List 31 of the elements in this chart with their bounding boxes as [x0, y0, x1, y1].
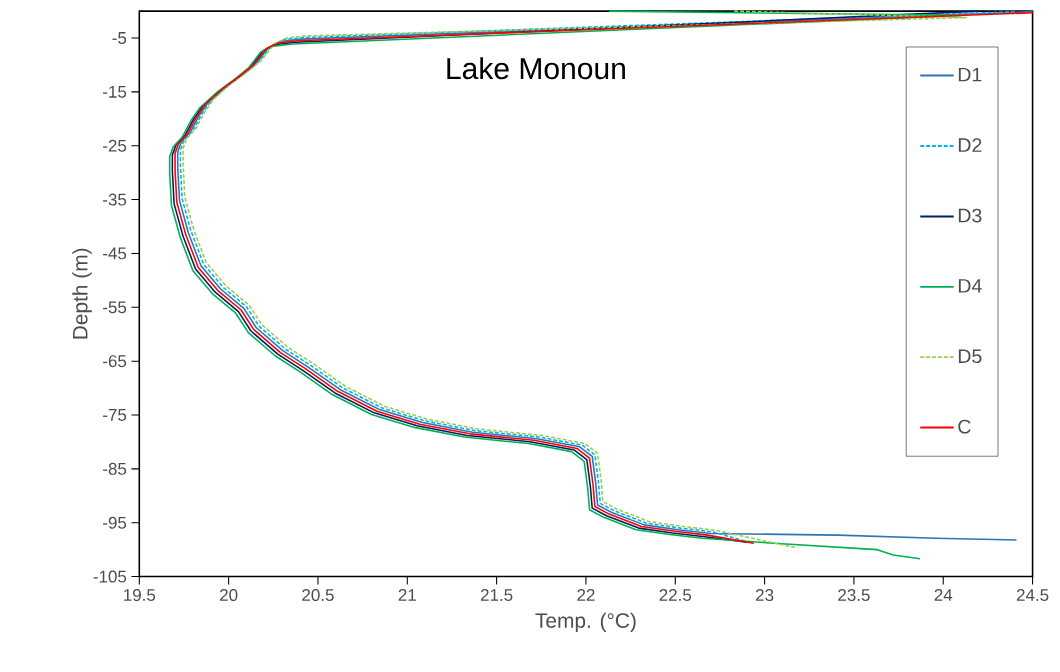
- y-tick-label: -15: [103, 86, 127, 98]
- x-tick-label: 20: [220, 589, 238, 602]
- x-tick-label: 21.5: [480, 589, 513, 602]
- legend-label: D3: [958, 208, 982, 223]
- x-tick-label: 23: [756, 589, 774, 602]
- y-tick-label: -75: [103, 409, 127, 421]
- x-tick-label: 24.5: [1016, 589, 1049, 602]
- x-tick-label: 23.5: [838, 589, 870, 602]
- x-tick-label: 20.5: [302, 589, 334, 602]
- y-tick-label: -55: [103, 301, 127, 314]
- x-tick-label: 22: [577, 589, 595, 601]
- y-tick-label: -65: [103, 355, 127, 368]
- legend-label: D1: [958, 67, 982, 82]
- x-tick-label: 19.5: [124, 589, 156, 602]
- y-tick-label: -35: [103, 193, 127, 206]
- x-axis-title: Temp. (°C): [535, 612, 636, 633]
- legend-label: D2: [958, 138, 982, 152]
- y-tick-label: -45: [103, 247, 127, 260]
- y-axis-title: Depth (m): [72, 248, 92, 339]
- legend-label: D5: [958, 349, 982, 364]
- y-tick-label: -95: [103, 516, 127, 529]
- y-tick-label: -25: [103, 139, 127, 152]
- y-tick-label: -85: [103, 462, 127, 475]
- legend-label: C: [958, 419, 971, 434]
- legend-label: D4: [958, 279, 982, 293]
- x-tick-label: 21: [398, 589, 416, 601]
- y-tick-label: -5: [112, 32, 127, 44]
- x-tick-label: 22.5: [659, 589, 692, 602]
- text: Lake Monoun: [447, 57, 625, 80]
- y-tick-label: -105: [93, 570, 127, 583]
- x-tick-label: 24: [934, 589, 953, 601]
